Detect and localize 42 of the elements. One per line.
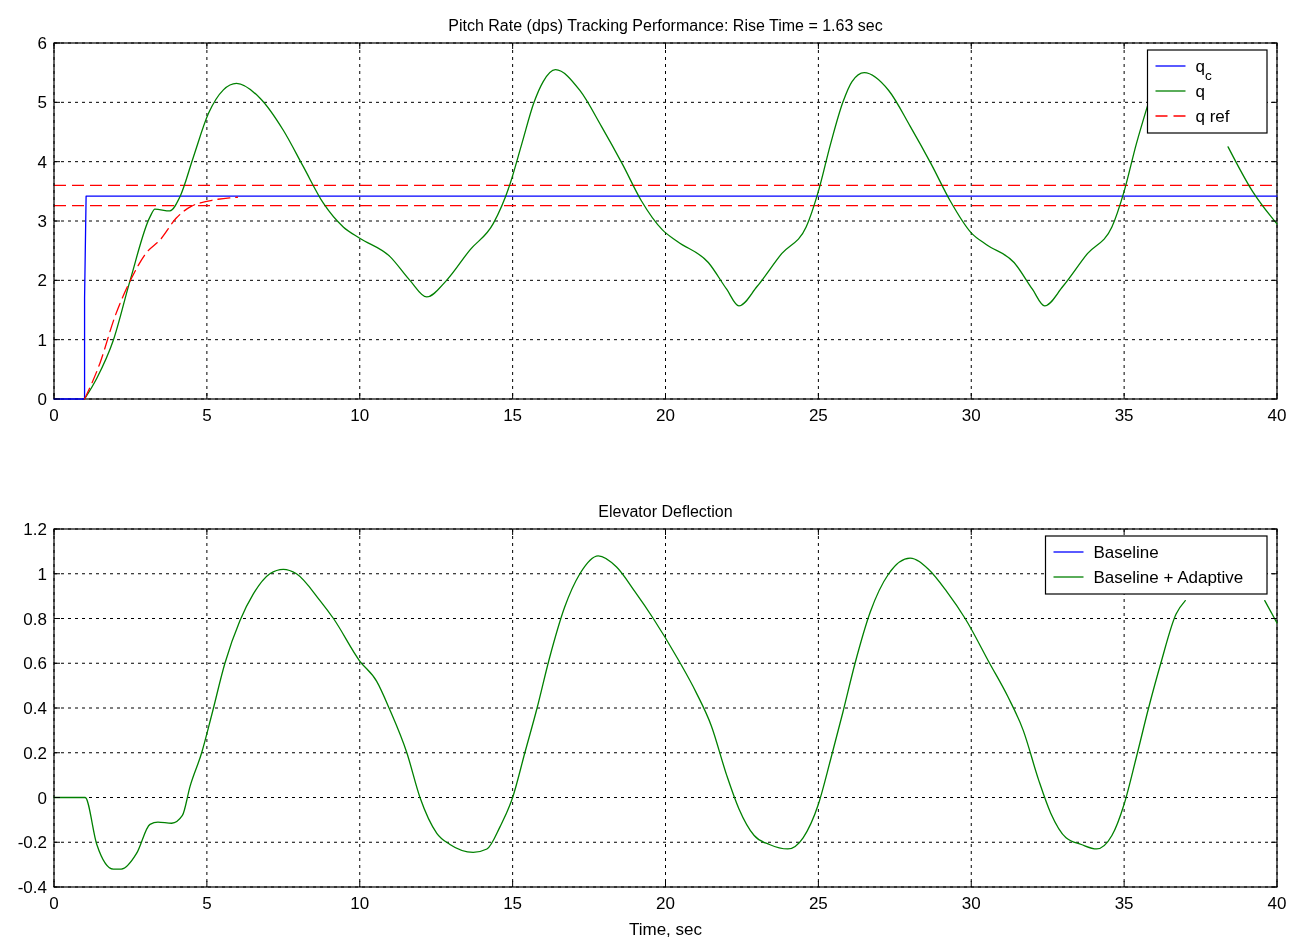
x-tick-label: 15 bbox=[503, 406, 523, 425]
y-tick-label: 1 bbox=[37, 330, 47, 350]
y-tick-label: 1.2 bbox=[23, 520, 47, 539]
y-tick-label: 5 bbox=[37, 93, 47, 113]
y-tick-label: 0 bbox=[37, 390, 47, 409]
y-tick-label: 0.6 bbox=[23, 654, 47, 674]
x-tick-label: 40 bbox=[1267, 406, 1287, 425]
y-tick-label: 0.2 bbox=[23, 743, 47, 763]
legend-label: q ref bbox=[1195, 107, 1230, 126]
x-tick-label: 30 bbox=[961, 406, 981, 425]
x-tick-label: 30 bbox=[961, 894, 981, 913]
x-tick-label: 0 bbox=[49, 406, 59, 425]
x-tick-label: 20 bbox=[656, 894, 675, 913]
y-tick-label: -0.2 bbox=[17, 833, 47, 853]
x-tick-label: 20 bbox=[656, 406, 675, 425]
y-tick-label: 1 bbox=[37, 564, 47, 584]
x-tick-label: 5 bbox=[202, 894, 212, 913]
legend-label: Baseline + Adaptive bbox=[1093, 568, 1244, 587]
x-tick-label: 10 bbox=[350, 894, 370, 913]
y-tick-label: 6 bbox=[37, 34, 47, 53]
x-tick-label: 25 bbox=[808, 406, 828, 425]
x-tick-label: 35 bbox=[1114, 406, 1134, 425]
x-axis-title: Time, sec bbox=[628, 920, 703, 939]
x-tick-label: 10 bbox=[350, 406, 370, 425]
y-tick-label: 0 bbox=[37, 788, 47, 808]
legend-label: q$_{c}$ bbox=[1195, 57, 1212, 83]
y-tick-label: 3 bbox=[37, 212, 47, 231]
x-tick-label: 25 bbox=[808, 894, 828, 913]
x-tick-label: 15 bbox=[503, 894, 523, 913]
x-tick-label: 0 bbox=[49, 894, 59, 913]
y-tick-label: -0.4 bbox=[17, 878, 47, 897]
x-tick-label: 40 bbox=[1267, 894, 1287, 913]
y-tick-label: 4 bbox=[37, 152, 47, 172]
legend-label: Baseline bbox=[1093, 543, 1159, 562]
x-tick-label: 5 bbox=[202, 406, 212, 425]
chart-title: Pitch Rate (dps) Tracking Performance: Rise Time = 1.63 sec bbox=[448, 17, 883, 34]
y-tick-label: 2 bbox=[37, 271, 47, 291]
legend-label: q bbox=[1195, 82, 1205, 101]
chart-title: Elevator Deflection bbox=[598, 503, 733, 520]
y-tick-label: 0.8 bbox=[23, 609, 47, 629]
y-tick-label: 0.4 bbox=[23, 699, 47, 718]
x-tick-label: 35 bbox=[1114, 894, 1134, 913]
